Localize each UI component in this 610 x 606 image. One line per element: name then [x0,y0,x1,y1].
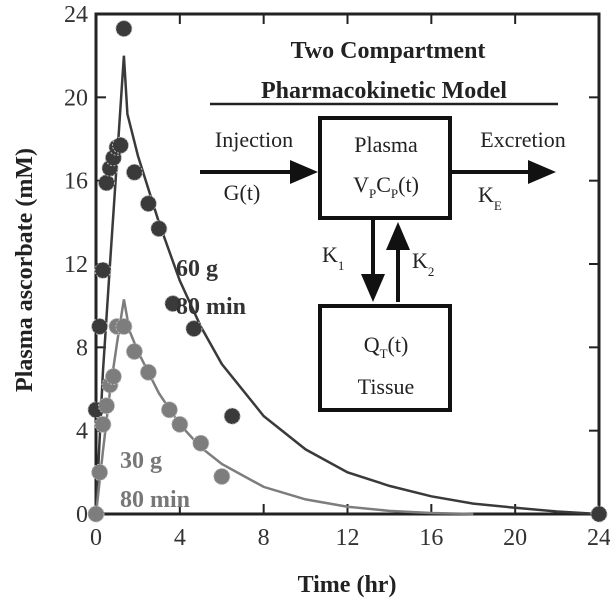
y-tick-label: 16 [64,169,88,195]
series-60g-label-2: 80 min [176,294,246,320]
data-point-series-1 [94,261,112,279]
data-point-series-2 [125,343,143,360]
injection-function: G(t) [224,180,261,205]
data-point-series-2 [160,401,178,419]
data-point-series-1 [112,136,129,154]
data-point-series-2 [139,363,157,381]
injection-label: Injection [215,127,293,152]
x-tick-label: 12 [336,525,360,551]
data-point-series-1 [223,407,241,425]
plasma-formula: VPCP(t) [353,172,419,201]
data-point-series-2 [192,434,210,452]
tissue-label: Tissue [358,374,415,399]
data-point-series-2 [87,505,105,523]
y-tick-label: 12 [64,252,88,278]
data-point-series-1 [125,163,143,181]
tissue-formula: QT(t) [364,332,409,361]
x-tick-label: 20 [503,525,527,551]
chart-subtitle: Pharmacokinetic Model [261,78,507,104]
k1-arrowhead [361,274,385,302]
x-tick-label: 24 [587,525,610,551]
data-point-series-1 [98,174,115,192]
series-30g-label-1: 30 g [120,448,162,474]
k1-label: K1 [322,242,344,273]
data-point-series-1 [91,318,109,335]
data-point-series-1 [185,320,203,338]
data-point-series-2 [91,463,109,481]
injection-arrowhead [290,160,318,184]
y-tick-label: 4 [76,419,88,445]
x-tick-label: 4 [174,525,186,551]
excretion-label: Excretion [480,127,566,152]
y-tick-label: 8 [76,335,88,361]
x-tick-label: 16 [419,525,443,551]
data-point-series-2 [94,415,112,433]
data-point-series-1 [164,295,182,313]
chart-title: Two Compartment [291,38,486,64]
x-tick-label: 8 [258,525,270,551]
series-60g-label-1: 60 g [176,256,218,282]
plasma-label: Plasma [354,132,418,157]
y-axis-label: Plasma ascorbate (mM) [12,148,38,392]
data-point-series-1 [139,195,157,213]
series-30g-label-2: 80 min [120,487,190,513]
plasma-box [318,116,452,220]
y-tick-label: 0 [76,502,88,528]
tissue-box [318,304,452,412]
data-point-series-1 [150,220,168,238]
data-point-series-1 [590,505,608,523]
data-points [87,20,608,523]
x-axis-label: Time (hr) [298,572,397,598]
x-tick-label: 0 [90,525,102,551]
compartment-diagram: Injection G(t) Plasma VPCP(t) Excretion … [200,116,566,412]
excretion-rate: KE [478,182,502,213]
data-point-series-2 [171,415,189,433]
k2-label: K2 [412,248,434,279]
data-point-series-2 [115,318,133,335]
data-point-series-2 [213,468,231,485]
data-point-series-2 [98,397,115,415]
data-point-series-1 [115,20,133,38]
y-tick-label: 20 [64,85,88,111]
k2-arrowhead [386,222,410,250]
excretion-arrowhead [528,160,556,184]
data-point-series-2 [104,368,122,385]
y-tick-label: 24 [64,2,88,28]
